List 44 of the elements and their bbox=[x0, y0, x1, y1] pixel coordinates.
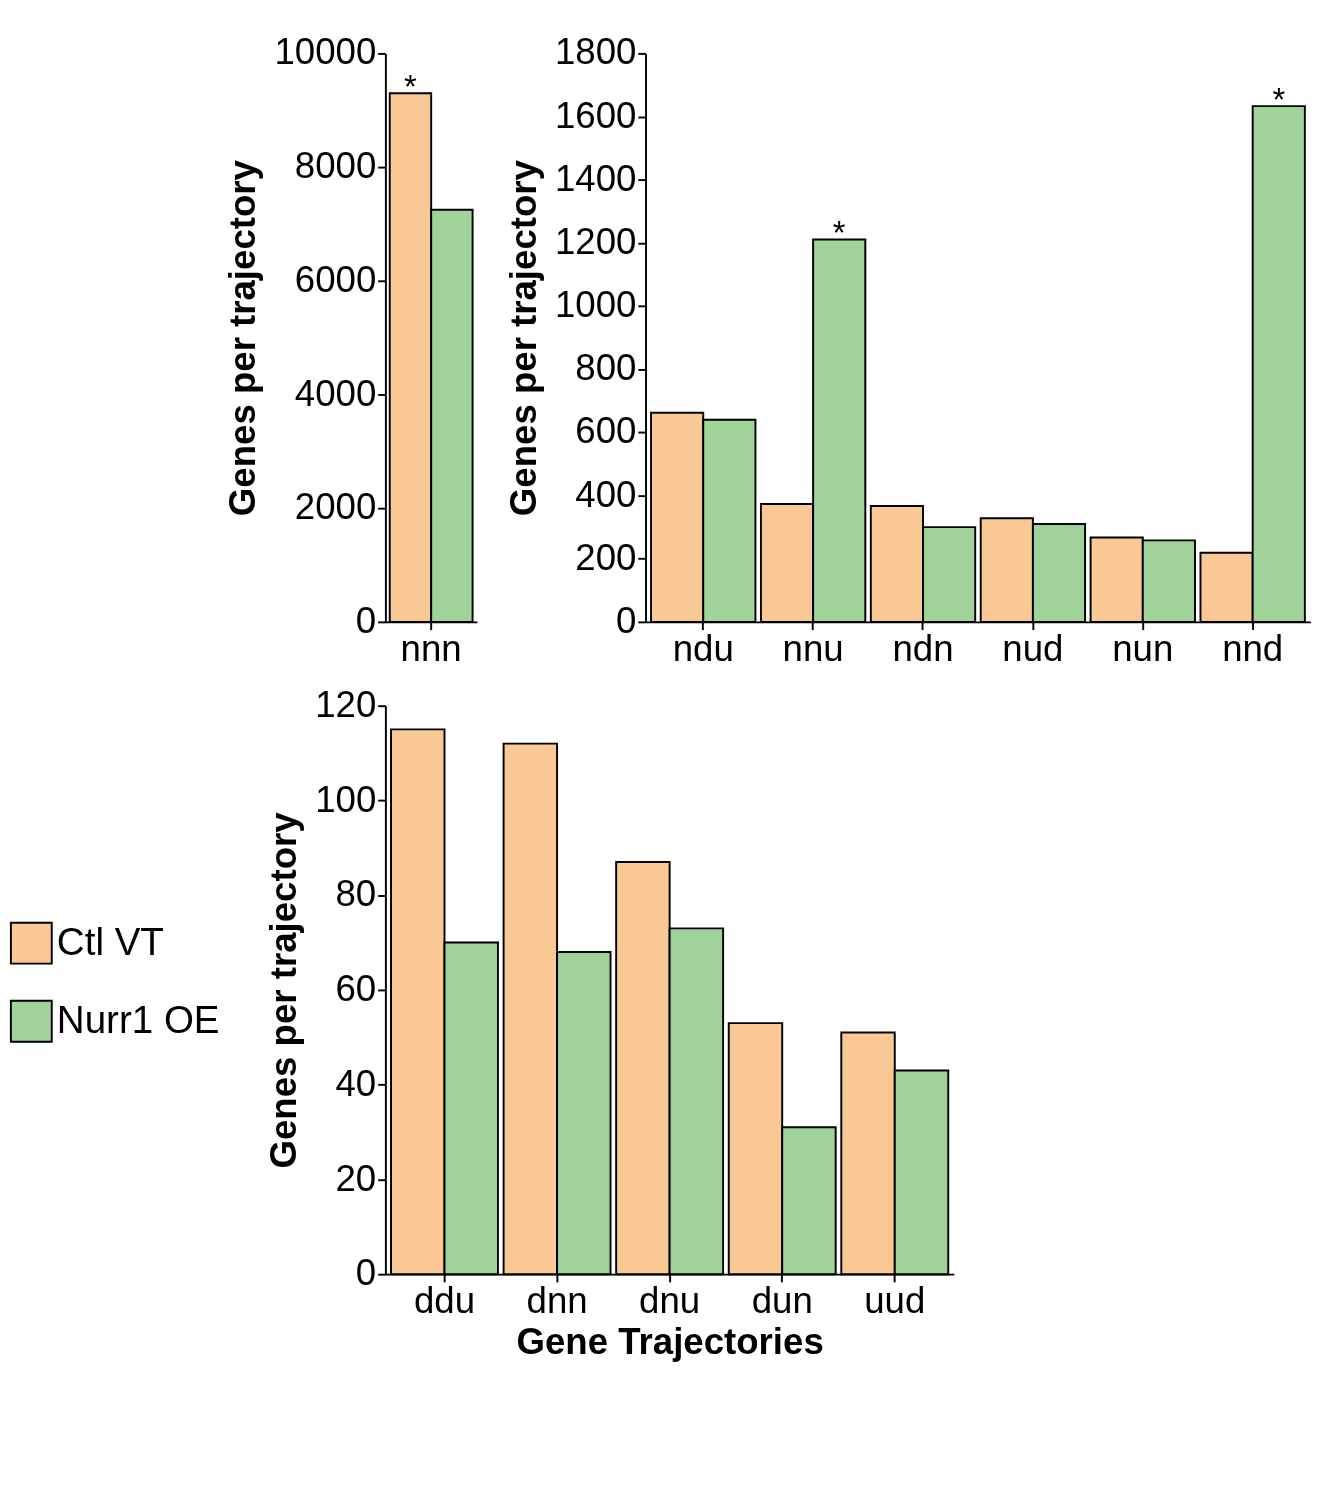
y-tick-label: 1000 bbox=[554, 284, 637, 326]
y-axis-title: Genes per trajectory bbox=[502, 159, 544, 517]
x-tick-label: dun bbox=[751, 1280, 813, 1322]
y-tick-label: 40 bbox=[335, 1062, 377, 1104]
annotation: * bbox=[832, 214, 846, 252]
x-tick-label: nnd bbox=[1222, 627, 1284, 669]
x-tick-label: nun bbox=[1112, 627, 1174, 669]
y-tick-label: 1400 bbox=[554, 157, 637, 199]
x-tick-label: dnu bbox=[639, 1280, 701, 1322]
y-tick-label: 4000 bbox=[294, 372, 377, 414]
legend-label: Ctl VT bbox=[56, 919, 164, 963]
y-tick-label: 100 bbox=[315, 778, 377, 820]
y-axis-title: Genes per trajectory bbox=[222, 159, 264, 517]
y-tick-label: 20 bbox=[335, 1157, 377, 1199]
y-tick-label: 1200 bbox=[554, 220, 637, 262]
y-tick-label: 0 bbox=[616, 599, 637, 641]
annotation: * bbox=[1272, 80, 1286, 118]
y-tick-label: 600 bbox=[575, 410, 637, 452]
legend-label: Nurr1 OE bbox=[56, 997, 220, 1041]
x-tick-label: nud bbox=[1002, 627, 1064, 669]
y-tick-label: 400 bbox=[575, 473, 637, 515]
y-tick-label: 0 bbox=[355, 1252, 377, 1294]
x-tick-label: nnn bbox=[400, 627, 462, 669]
y-tick-label: 200 bbox=[575, 536, 637, 578]
y-tick-label: 1600 bbox=[554, 94, 637, 136]
y-tick-label: 8000 bbox=[294, 145, 377, 187]
x-tick-label: uud bbox=[864, 1280, 926, 1322]
x-tick-label: ndn bbox=[892, 627, 954, 669]
y-tick-label: 2000 bbox=[294, 486, 377, 528]
annotation: * bbox=[404, 68, 418, 106]
y-tick-label: 1800 bbox=[554, 31, 637, 73]
x-tick-label: ddu bbox=[413, 1280, 476, 1322]
x-axis-title: Gene Trajectories bbox=[516, 1320, 824, 1362]
y-tick-label: 800 bbox=[575, 347, 637, 389]
y-tick-label: 120 bbox=[315, 683, 377, 725]
y-axis-title: Genes per trajectory bbox=[262, 811, 304, 1169]
x-tick-label: ndu bbox=[672, 627, 734, 669]
y-tick-label: 80 bbox=[335, 873, 377, 915]
y-tick-label: 10000 bbox=[274, 31, 377, 73]
y-tick-label: 6000 bbox=[294, 258, 377, 300]
x-tick-label: dnn bbox=[526, 1280, 588, 1322]
x-tick-label: nnu bbox=[782, 627, 844, 669]
y-tick-label: 0 bbox=[355, 599, 377, 641]
y-tick-label: 60 bbox=[335, 968, 377, 1010]
